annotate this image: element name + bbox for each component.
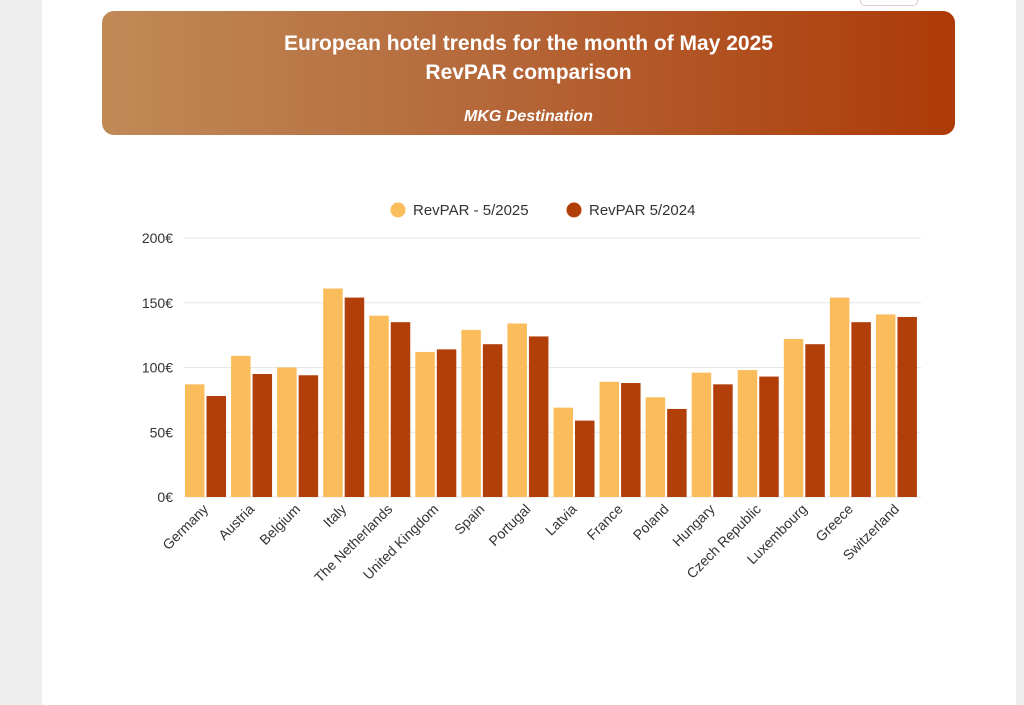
bar-2024[interactable] xyxy=(482,344,503,497)
title-banner: European hotel trends for the month of M… xyxy=(102,11,955,135)
bar-2025[interactable] xyxy=(645,397,666,497)
top-tab-handle xyxy=(860,0,918,6)
bar-2025[interactable] xyxy=(323,288,343,497)
y-tick-label: 0€ xyxy=(157,489,173,505)
bar-2025[interactable] xyxy=(277,367,297,498)
bar-2024[interactable] xyxy=(713,384,733,497)
bar-2024[interactable] xyxy=(759,376,779,497)
legend-label[interactable]: RevPAR - 5/2025 xyxy=(413,202,529,219)
x-tick-label: Latvia xyxy=(542,501,580,539)
source-label: MKG Destination xyxy=(464,108,593,125)
x-tick-label: The Netherlands xyxy=(311,501,396,586)
x-tick-label: Germany xyxy=(159,501,211,553)
chart-title: European hotel trends for the month of M… xyxy=(284,32,773,55)
bar-2025[interactable] xyxy=(829,297,850,497)
x-tick-label: Austria xyxy=(215,501,257,543)
chart-subtitle: RevPAR comparison xyxy=(425,61,632,84)
bar-2025[interactable] xyxy=(461,329,481,497)
bar-2024[interactable] xyxy=(621,383,641,497)
bar-2024[interactable] xyxy=(851,322,871,497)
y-tick-label: 100€ xyxy=(142,360,173,376)
x-tick-label: Portugal xyxy=(485,501,533,549)
x-tick-label: Greece xyxy=(812,501,856,545)
bar-2024[interactable] xyxy=(344,297,365,497)
bar-2025[interactable] xyxy=(553,407,574,497)
bar-2025[interactable] xyxy=(369,315,389,497)
bar-2024[interactable] xyxy=(252,373,273,497)
bar-2024[interactable] xyxy=(667,408,687,497)
bar-2025[interactable] xyxy=(231,355,251,497)
bar-2024[interactable] xyxy=(897,316,917,497)
bar-2025[interactable] xyxy=(691,372,712,497)
x-tick-label: France xyxy=(584,501,626,543)
bar-2024[interactable] xyxy=(206,395,227,497)
bar-2025[interactable] xyxy=(875,314,896,497)
x-tick-label: Poland xyxy=(630,501,672,543)
x-tick-label: Spain xyxy=(451,501,488,538)
bar-2024[interactable] xyxy=(805,344,825,497)
bar-2025[interactable] xyxy=(783,339,804,497)
legend-label[interactable]: RevPAR 5/2024 xyxy=(589,202,695,219)
bar-2024[interactable] xyxy=(298,375,319,497)
bar-2025[interactable] xyxy=(737,370,758,497)
bar-2024[interactable] xyxy=(436,349,457,497)
legend-marker-2024[interactable] xyxy=(566,202,582,218)
y-tick-label: 50€ xyxy=(150,424,174,440)
x-tick-label: Italy xyxy=(320,501,349,530)
bar-2024[interactable] xyxy=(390,322,411,497)
bar-2025[interactable] xyxy=(415,351,435,497)
y-tick-label: 200€ xyxy=(142,230,173,246)
bar-2025[interactable] xyxy=(185,384,205,497)
legend-marker-2025[interactable] xyxy=(390,202,406,218)
bar-2025[interactable] xyxy=(599,381,620,497)
x-tick-label: Belgium xyxy=(256,501,303,548)
bar-2024[interactable] xyxy=(528,336,549,497)
y-tick-label: 150€ xyxy=(142,295,173,311)
bar-2025[interactable] xyxy=(507,323,527,497)
bar-2024[interactable] xyxy=(575,420,595,497)
